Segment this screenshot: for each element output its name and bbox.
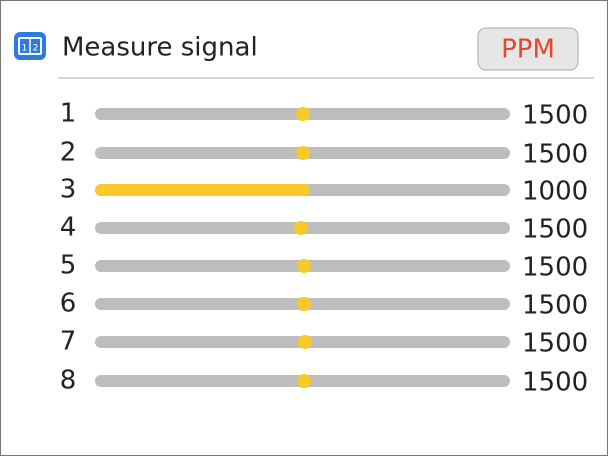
app-icon: 1 2 xyxy=(14,32,46,60)
mode-label[interactable]: PPM xyxy=(501,35,555,65)
slider-knob xyxy=(298,335,312,349)
svg-text:2: 2 xyxy=(33,44,39,54)
channel-label: 3 xyxy=(60,175,77,205)
slider-fill xyxy=(95,184,310,196)
slider-knob xyxy=(296,107,310,121)
slider-knob xyxy=(296,146,310,160)
channel-value: 1500 xyxy=(522,140,588,170)
channel-value: 1000 xyxy=(522,177,588,207)
channel-label: 2 xyxy=(60,138,77,168)
title: Measure signal xyxy=(62,33,258,63)
channel-label: 4 xyxy=(60,213,77,243)
channel-value: 1500 xyxy=(522,215,588,245)
channel-value: 1500 xyxy=(522,329,588,359)
channel-value: 1500 xyxy=(522,101,588,131)
slider-knob xyxy=(294,221,308,235)
channel-label: 8 xyxy=(60,366,77,396)
channel-value: 1500 xyxy=(522,291,588,321)
channel-value: 1500 xyxy=(522,368,588,398)
channel-value: 1500 xyxy=(522,253,588,283)
slider-knob xyxy=(297,297,311,311)
channel-label: 5 xyxy=(60,251,77,281)
channel-label: 1 xyxy=(60,99,77,129)
svg-text:1: 1 xyxy=(22,44,28,54)
slider-knob xyxy=(297,259,311,273)
channel-label: 6 xyxy=(60,289,77,319)
channel-label: 7 xyxy=(60,327,77,357)
slider-knob xyxy=(297,374,311,388)
mode-button[interactable] xyxy=(477,27,579,71)
